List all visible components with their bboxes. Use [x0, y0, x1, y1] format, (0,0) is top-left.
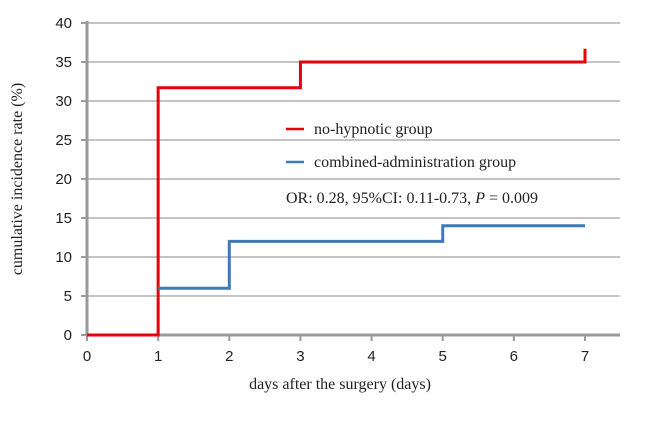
x-tick-label-2: 2: [225, 348, 233, 365]
statistics-annotation: OR: 0.28, 95%CI: 0.11-0.73, P = 0.009: [286, 190, 538, 207]
x-tick-label-6: 6: [510, 348, 518, 365]
y-axis-ticks: 0 5 10 15 20 25 30 35 40: [55, 15, 87, 344]
y-tick-label-5: 5: [64, 288, 72, 305]
x-axis-ticks: 0 1 2 3 4 5 6 7: [83, 335, 589, 365]
x-tick-label-0: 0: [83, 348, 91, 365]
x-tick-label-1: 1: [154, 348, 162, 365]
series-line-combined-administration-group: [158, 224, 585, 290]
grid: [87, 22, 620, 297]
x-axis-title: days after the surgery (days): [249, 376, 431, 393]
y-tick-label-30: 30: [55, 93, 72, 110]
legend-label-combined-administration: combined-administration group: [314, 154, 516, 171]
series-line-no-hypnotic-group: [87, 48, 587, 337]
annotation-p-symbol: P: [474, 190, 485, 207]
legend-label-no-hypnotic: no-hypnotic group: [314, 121, 433, 138]
x-tick-label-7: 7: [581, 348, 589, 365]
y-axis-title: cumulative incidence rate (%): [9, 83, 26, 275]
series: [87, 48, 587, 337]
x-tick-label-4: 4: [367, 348, 375, 365]
legend: no-hypnotic group combined-administratio…: [286, 121, 516, 171]
y-tick-label-25: 25: [55, 132, 72, 149]
y-tick-label-10: 10: [55, 249, 72, 266]
x-tick-label-5: 5: [439, 348, 447, 365]
y-tick-label-35: 35: [55, 54, 72, 71]
y-tick-label-0: 0: [64, 327, 72, 344]
y-tick-label-15: 15: [55, 210, 72, 227]
annotation-suffix: = 0.009: [485, 190, 538, 207]
y-tick-label-40: 40: [55, 15, 72, 32]
y-tick-label-20: 20: [55, 171, 72, 188]
x-tick-label-3: 3: [296, 348, 304, 365]
annotation-prefix: OR: 0.28, 95%CI: 0.11-0.73,: [286, 190, 475, 207]
